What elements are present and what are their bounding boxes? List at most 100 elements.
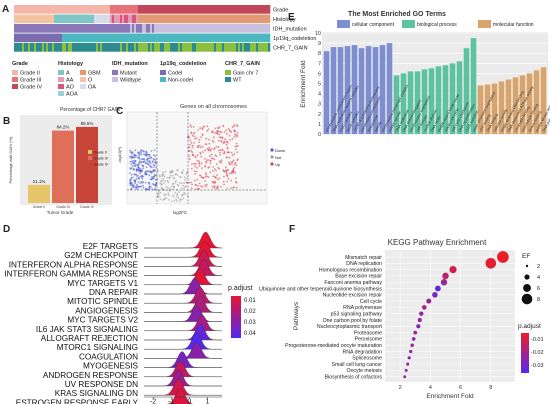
ridge-term-label: KRAS SIGNALING DN [55, 389, 138, 398]
volcano-point [145, 173, 148, 176]
volcano-point [226, 180, 229, 183]
heatmap-cell [136, 14, 139, 24]
heatmap-cell [206, 43, 209, 52]
legend-swatch [12, 84, 18, 89]
heatmap-cell [216, 14, 219, 24]
volcano-point [148, 187, 151, 189]
pathway-label: p53 signaling pathway [331, 312, 383, 318]
heatmap-cell [164, 33, 167, 43]
panel-f-x-axis: 2 4 6 8 [399, 385, 493, 391]
heatmap-cell [182, 33, 185, 43]
volcano-point [200, 162, 203, 165]
heatmap-cell [70, 14, 73, 24]
volcano-point [204, 149, 207, 152]
volcano-point [235, 142, 238, 145]
heatmap-cell [166, 5, 169, 14]
heatmap-cell [248, 33, 251, 43]
heatmap-cell [158, 43, 161, 52]
volcano-point [190, 167, 193, 170]
heatmap-cell [182, 24, 185, 33]
heatmap-cell [56, 43, 59, 52]
go-bar [512, 77, 519, 134]
volcano-point [186, 181, 189, 184]
heatmap-cell [128, 33, 131, 43]
volcano-point [153, 164, 156, 167]
panel-b-legend: Grade II Grade III Grade IV [88, 150, 109, 167]
heatmap-cell [100, 33, 103, 43]
legend-label: AA [66, 78, 74, 84]
heatmap-cell [150, 33, 153, 43]
volcano-point [231, 126, 234, 128]
pathway-label: Ubiquinone and other terpenoid-quinone b… [259, 286, 382, 292]
volcano-point [207, 176, 210, 179]
volcano-point [143, 158, 146, 160]
volcano-point [175, 195, 178, 198]
volcano-point [178, 182, 181, 184]
volcano-point [236, 134, 239, 136]
panel-e-ylabel: Enrichment Fold [300, 60, 307, 108]
heatmap-cell [76, 14, 79, 24]
heatmap-cell [164, 5, 167, 14]
heatmap-cell [58, 14, 61, 24]
heatmap-cell [214, 33, 217, 43]
go-bar [456, 61, 463, 134]
heatmap-cell [134, 5, 137, 14]
size-legend-label: 4 [537, 275, 540, 281]
heatmap-cell [264, 5, 267, 14]
volcano-point [228, 134, 231, 137]
heatmap-cell [46, 14, 49, 24]
heatmap-cell [232, 5, 235, 14]
track-label: Grade [273, 8, 288, 14]
heatmap-cell [130, 24, 133, 33]
volcano-point [190, 149, 193, 152]
volcano-point [129, 172, 132, 175]
heatmap-cell [60, 5, 63, 14]
heatmap-cell [130, 43, 133, 52]
heatmap-cell [24, 24, 27, 33]
panel-b-bars: 21.1% Grade II 84.2% Grade III 88.5% Grade IV [28, 121, 98, 209]
ridge-term-label: MTORC1 SIGNALING [57, 343, 138, 352]
volcano-point [142, 161, 145, 163]
volcano-point [144, 170, 147, 173]
volcano-point [200, 136, 203, 139]
heatmap-cell [94, 14, 97, 24]
pathway-label: DNA replication [346, 261, 382, 267]
volcano-point [137, 163, 140, 166]
size-legend-label: 8 [537, 297, 540, 303]
volcano-point [133, 173, 136, 176]
heatmap-cell [188, 33, 191, 43]
volcano-point [197, 185, 200, 187]
volcano-point [148, 182, 151, 184]
volcano-point [156, 177, 159, 180]
volcano-point [206, 125, 209, 128]
heatmap-cell [26, 24, 29, 33]
volcano-point [207, 149, 210, 152]
heatmap-cell [184, 14, 187, 24]
volcano-point [197, 145, 199, 148]
heatmap-cell [254, 14, 257, 24]
x-tick-label: 8 [489, 385, 492, 391]
x-tick-label: 6 [459, 385, 462, 391]
volcano-point [217, 185, 219, 188]
heatmap-cell [260, 14, 263, 24]
panel-f: F KEGG Pathway Enrichment Mismatch repai… [259, 224, 543, 400]
pathway-label: Spliceosome [352, 356, 382, 362]
heatmap-cell [112, 24, 115, 33]
volcano-point [219, 152, 222, 154]
legend-label: Grade II [94, 151, 107, 155]
heatmap-cell [48, 14, 51, 24]
legend-dot [270, 148, 274, 152]
heatmap-cell [84, 5, 87, 14]
volcano-point [204, 165, 207, 168]
heatmap-cell [240, 5, 243, 14]
heatmap-cell [244, 24, 247, 33]
ridge-axis-tick-label: 0 [187, 399, 191, 404]
volcano-point [227, 127, 230, 130]
heatmap-cell [78, 43, 81, 52]
volcano-point [140, 175, 143, 177]
heatmap-cell [118, 33, 121, 43]
colorbar [231, 296, 241, 338]
size-legend-dot [521, 293, 533, 305]
heatmap-cell [178, 43, 181, 52]
heatmap-cell [208, 24, 211, 33]
